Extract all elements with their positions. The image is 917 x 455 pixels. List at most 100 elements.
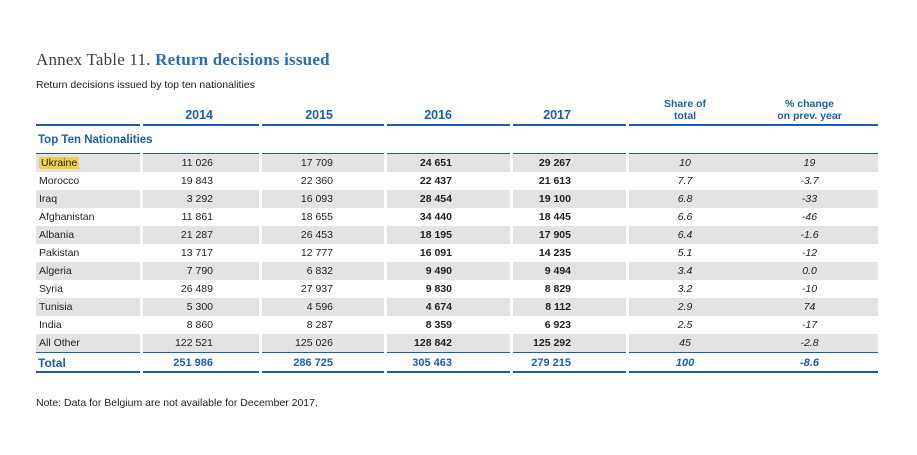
year-header-2015: 2015 [262, 100, 384, 126]
value-2014-cell: 26 489 [180, 283, 213, 295]
value-2014-cell: 5 300 [143, 298, 259, 316]
value-2016-cell: 24 651 [387, 154, 510, 172]
table-row: All Other 122 521 125 026 128 842 125 292 45 -… [36, 334, 878, 352]
stats-cell: 3.2 -10 [629, 280, 878, 298]
nationality-label: All Other [39, 337, 80, 349]
value-2015-cell: 8 287 [306, 319, 333, 331]
nationality-label: Afghanistan [39, 211, 95, 223]
value-2014-cell: 11 861 [181, 211, 213, 223]
nationality-cell: Morocco [36, 172, 140, 190]
value-2017-cell: 21 613 [538, 175, 571, 187]
total-2014: 251 986 [143, 352, 259, 373]
value-2017-cell: 9 494 [513, 262, 626, 280]
stats-cell: 7.7 -3.7 [629, 172, 878, 190]
nationality-cell: India [36, 316, 140, 334]
pct-change-cell: 19 [803, 157, 816, 169]
table-row: Iraq 3 292 16 093 28 454 19 100 6.8 -33 [36, 190, 878, 208]
nationality-label: India [39, 319, 62, 331]
value-2016-cell: 128 842 [387, 334, 510, 352]
stats-cell: 6.4 -1.6 [629, 226, 878, 244]
year-header-2014: 2014 [143, 100, 259, 126]
pct-change-cell: -10 [801, 283, 818, 295]
value-2014-cell: 19 843 [180, 175, 213, 187]
table-row: Morocco 19 843 22 360 22 437 21 613 7.7 -3.7 [36, 172, 878, 190]
share-of-total-cell: 6.4 [677, 229, 693, 241]
year-header-2017: 2017 [513, 100, 626, 126]
share-of-total-cell: 3.4 [677, 265, 693, 277]
value-2016-cell: 28 454 [387, 190, 510, 208]
pct-change-cell: -1.6 [800, 229, 819, 241]
nationality-cell: Afghanistan [36, 208, 140, 226]
stats-cell: 10 19 [629, 154, 878, 172]
table-title-label: Return decisions issued [155, 50, 330, 69]
year-header-2016: 2016 [387, 100, 510, 126]
nationality-label: Iraq [39, 193, 58, 205]
value-2014-cell: 8 860 [186, 319, 213, 331]
pct-change-cell: -17 [801, 319, 818, 331]
share-of-total-cell: 5.1 [677, 247, 693, 259]
nationality-cell: Ukraine [36, 154, 140, 172]
share-of-total-cell: 3.2 [677, 283, 693, 295]
value-2015-cell: 16 093 [262, 190, 384, 208]
total-2016: 305 463 [387, 352, 510, 373]
stats-header-cell: Share of total % change on prev. year [629, 97, 878, 126]
table-row: Tunisia 5 300 4 596 4 674 8 112 2.9 74 [36, 298, 878, 316]
total-share: 100 [675, 357, 695, 369]
pct-change-cell: -46 [801, 211, 818, 223]
table-row: Afghanistan 11 861 18 655 34 440 18 445 6.6 -4… [36, 208, 878, 226]
stats-cell: 3.4 0.0 [629, 262, 878, 280]
share-of-total-header: Share of total [664, 97, 707, 122]
value-2016-cell: 18 195 [387, 226, 510, 244]
nationality-label: Morocco [39, 175, 80, 187]
value-2017-cell: 18 445 [538, 211, 571, 223]
nationality-label: Tunisia [39, 301, 73, 313]
value-2014-cell: 11 026 [143, 154, 259, 172]
return-decisions-table: 2014 2015 2016 2017 Share of total % cha… [36, 97, 878, 373]
value-2015-cell: 26 453 [262, 226, 384, 244]
value-2014-cell: 21 287 [143, 226, 259, 244]
nationality-label: Syria [39, 283, 63, 295]
nationality-cell: Algeria [36, 262, 140, 280]
pct-change-header: % change on prev. year [777, 97, 842, 122]
footnote: Note: Data for Belgium are not available… [36, 397, 318, 409]
value-2014-cell: 122 521 [143, 334, 259, 352]
value-2016-cell: 8 359 [425, 319, 452, 331]
section-title: Top Ten Nationalities [36, 126, 153, 154]
value-2017-cell: 125 292 [513, 334, 626, 352]
share-of-total-cell: 6.6 [677, 211, 693, 223]
nationality-cell: All Other [36, 334, 140, 352]
header-empty-cell [36, 100, 140, 126]
nationality-label: Algeria [39, 265, 72, 277]
value-2015-cell: 27 937 [300, 283, 333, 295]
pct-change-cell: -12 [801, 247, 818, 259]
table-row: India 8 860 8 287 8 359 6 923 2.5 -17 [36, 316, 878, 334]
stats-cell: 45 -2.8 [629, 334, 878, 352]
nationality-label: Pakistan [39, 247, 80, 259]
value-2015-cell: 18 655 [300, 211, 333, 223]
total-2017: 279 215 [513, 352, 626, 373]
nationality-label: Ukraine [39, 157, 80, 169]
stats-cell: 2.5 -17 [629, 316, 878, 334]
value-2016-cell: 9 490 [387, 262, 510, 280]
value-2015-cell: 22 360 [300, 175, 333, 187]
total-row: Total 251 986 286 725 305 463 279 215 10… [36, 352, 878, 373]
value-2014-cell: 7 790 [143, 262, 259, 280]
value-2015-cell: 6 832 [262, 262, 384, 280]
value-2016-cell: 9 830 [425, 283, 452, 295]
table-subtitle: Return decisions issued by top ten natio… [36, 79, 255, 91]
nationality-cell: Pakistan [36, 244, 140, 262]
value-2017-cell: 6 923 [544, 319, 571, 331]
value-2017-cell: 17 905 [513, 226, 626, 244]
value-2016-cell: 16 091 [419, 247, 452, 259]
value-2017-cell: 8 829 [544, 283, 571, 295]
table-body: Ukraine 11 026 17 709 24 651 29 267 10 19 Moroc… [36, 154, 878, 352]
nationality-cell: Syria [36, 280, 140, 298]
pct-change-cell: -3.7 [800, 175, 819, 187]
total-stats-cell: 100 -8.6 [629, 352, 878, 373]
total-label: Total [36, 352, 140, 373]
value-2017-cell: 29 267 [513, 154, 626, 172]
value-2015-cell: 4 596 [262, 298, 384, 316]
stats-cell: 6.8 -33 [629, 190, 878, 208]
share-of-total-cell: 7.7 [677, 175, 693, 187]
